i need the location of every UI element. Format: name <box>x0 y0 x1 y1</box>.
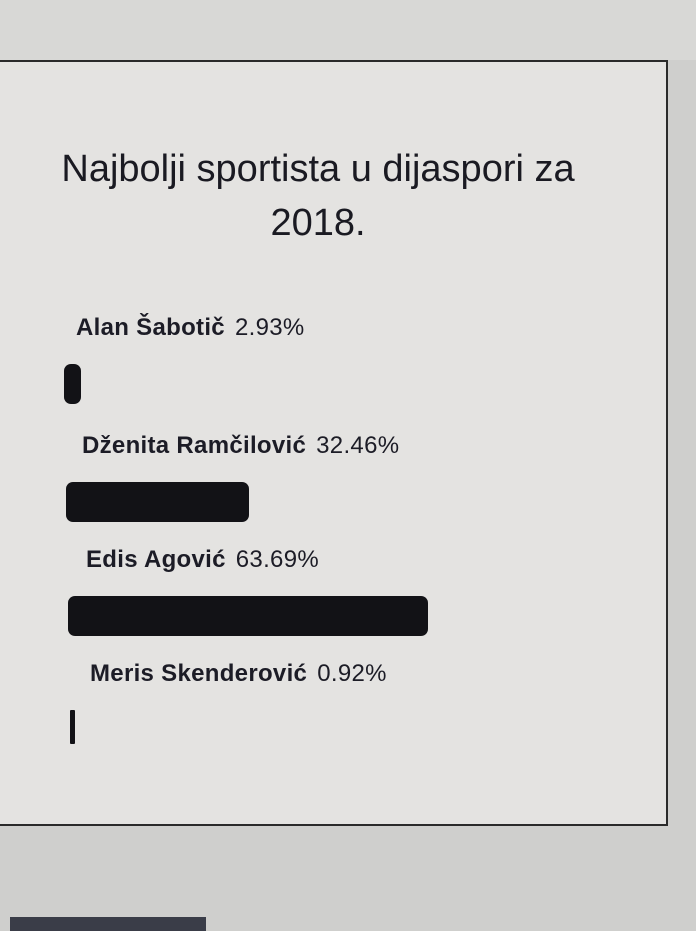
option-percent: 2.93% <box>234 314 305 341</box>
option-percent: 63.69% <box>235 546 319 573</box>
poll-option: Meris Skenderović 0.92% <box>0 660 638 744</box>
option-bar <box>70 710 76 744</box>
option-name: Edis Agović <box>86 546 226 573</box>
option-label: Edis Agović 63.69% <box>86 546 638 574</box>
option-bar <box>66 482 250 522</box>
bottom-button[interactable] <box>10 917 206 931</box>
option-label: Dženita Ramčilović 32.46% <box>82 432 638 460</box>
option-label: Meris Skenderović 0.92% <box>90 660 638 688</box>
screen-top-area <box>0 0 696 60</box>
poll-results-panel: Najbolji sportista u dijaspori za 2018. … <box>0 60 668 826</box>
option-name: Alan Šabotič <box>76 314 225 341</box>
option-percent: 32.46% <box>316 432 400 459</box>
poll-option: Dženita Ramčilović 32.46% <box>0 432 638 522</box>
option-label: Alan Šabotič 2.93% <box>76 314 638 342</box>
option-name: Dženita Ramčilović <box>82 432 307 459</box>
option-name: Meris Skenderović <box>90 660 308 687</box>
poll-option: Edis Agović 63.69% <box>0 546 638 636</box>
option-bar <box>64 364 81 404</box>
option-percent: 0.92% <box>317 660 387 687</box>
poll-option: Alan Šabotič 2.93% <box>0 314 638 404</box>
option-bar <box>68 596 428 636</box>
poll-title: Najbolji sportista u dijaspori za 2018. <box>61 148 575 244</box>
